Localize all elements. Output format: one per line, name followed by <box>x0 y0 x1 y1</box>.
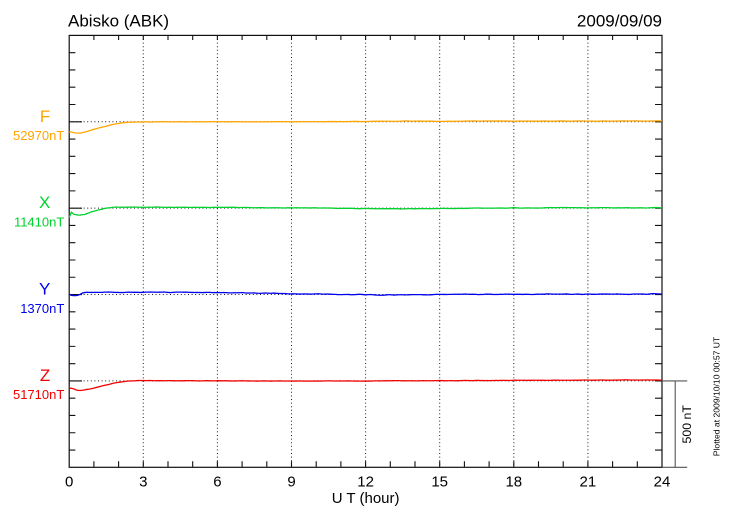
svg-text:15: 15 <box>431 474 448 491</box>
svg-text:Y: Y <box>39 280 50 299</box>
svg-text:F: F <box>40 107 50 126</box>
svg-text:X: X <box>39 193 50 212</box>
svg-text:24: 24 <box>654 474 671 491</box>
svg-text:52970nT: 52970nT <box>13 128 64 143</box>
svg-text:18: 18 <box>505 474 522 491</box>
svg-text:500 nT: 500 nT <box>680 405 694 444</box>
svg-text:9: 9 <box>287 474 295 491</box>
svg-text:1370nT: 1370nT <box>20 301 64 316</box>
svg-text:11410nT: 11410nT <box>14 215 64 230</box>
svg-text:U T (hour): U T (hour) <box>332 490 400 507</box>
svg-text:0: 0 <box>65 474 73 491</box>
svg-text:3: 3 <box>139 474 147 491</box>
svg-text:51710nT: 51710nT <box>13 387 64 402</box>
svg-text:Plotted at 2009/10/10 00:57 UT: Plotted at 2009/10/10 00:57 UT <box>712 336 722 456</box>
svg-text:6: 6 <box>213 474 221 491</box>
svg-text:2009/09/09: 2009/09/09 <box>577 12 662 31</box>
svg-text:Abisko (ABK): Abisko (ABK) <box>68 12 169 31</box>
svg-text:Z: Z <box>40 366 50 385</box>
svg-text:12: 12 <box>357 474 374 491</box>
svg-text:21: 21 <box>580 474 597 491</box>
